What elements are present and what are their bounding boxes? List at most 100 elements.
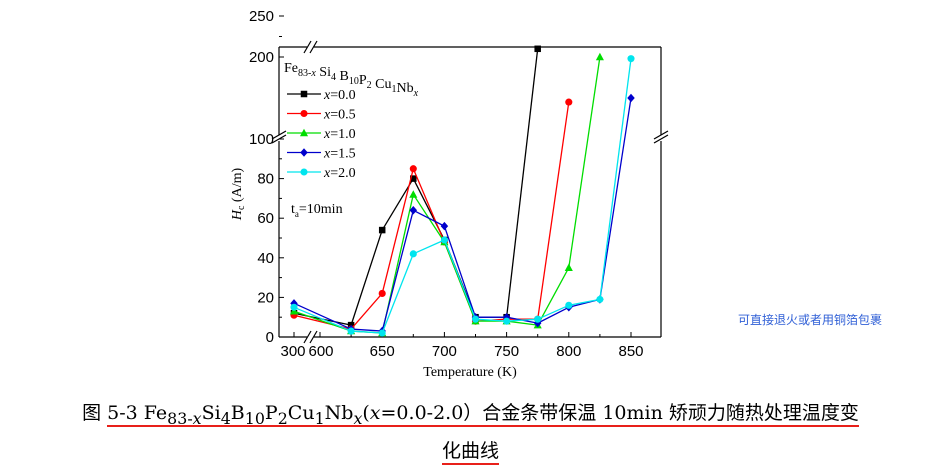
caption-part1: 5-3 Fe xyxy=(107,402,168,424)
annotation-main: t xyxy=(291,202,295,217)
y-tick-label: 100 xyxy=(249,131,274,148)
x-tick-label: 650 xyxy=(370,343,395,360)
legend-label-val: =2.0 xyxy=(330,166,355,181)
series-segment xyxy=(351,330,383,334)
series-segment xyxy=(412,168,445,243)
x-break-slash-bottom-b xyxy=(309,330,318,344)
y-tick-label: 20 xyxy=(257,289,274,306)
legend-label: x=0.5 xyxy=(323,108,356,123)
legend-title-part: 83- xyxy=(298,68,311,79)
marker-circle xyxy=(378,329,386,337)
legend-title-part: 4 xyxy=(331,72,336,83)
marker-circle xyxy=(471,315,480,323)
legend-title-part: B xyxy=(336,69,349,84)
legend-title-var: x xyxy=(310,68,316,79)
axis-breaks xyxy=(271,40,669,344)
series-segment xyxy=(537,306,570,324)
y-tick-label: 250 xyxy=(249,8,274,25)
y-break-slash-right-b xyxy=(653,130,669,140)
series-segment xyxy=(381,168,414,294)
x-break-gap-top xyxy=(307,43,314,51)
series-segment xyxy=(413,209,445,227)
x-break-gap-bottom xyxy=(307,333,314,341)
marker-circle xyxy=(596,295,604,303)
legend-label: x=1.5 xyxy=(323,147,356,162)
x-break-slash-top-a xyxy=(303,40,312,54)
series-segment xyxy=(443,241,477,322)
series-segment xyxy=(506,318,538,322)
legend-label-var: x xyxy=(323,108,331,123)
figure-caption: 图 5-3 Fe83-xSi4B10P2Cu1Nbx(x=0.0-2.0）合金条… xyxy=(0,398,941,428)
y-break-gap-right xyxy=(657,135,665,141)
series-segment xyxy=(506,320,538,326)
legend-label-var: x xyxy=(323,147,331,162)
annotation-sub: a xyxy=(295,209,299,219)
marker-diamond xyxy=(627,93,635,103)
series-segment xyxy=(293,302,352,330)
marker-circle xyxy=(290,303,298,311)
marker-diamond xyxy=(409,206,418,215)
marker-square xyxy=(378,226,386,234)
marker-diamond xyxy=(440,221,449,231)
legend-label-val: =0.5 xyxy=(330,108,355,123)
caption-underlined: 5-3 Fe83-xSi4B10P2Cu1Nbx(x=0.0-2.0）合金条带保… xyxy=(107,402,859,428)
legend-label-var: x xyxy=(323,88,331,103)
caption-part8: =0.0-2.0）合金条带保温 10min 矫顽力随热处理温度变 xyxy=(380,402,859,424)
legend-label: x=2.0 xyxy=(323,166,356,181)
marker-circle xyxy=(534,315,542,323)
x-axis-label: Temperature (K) xyxy=(423,365,517,380)
x-tick-label: 300 xyxy=(280,343,305,360)
x-break-slash-top-b xyxy=(309,40,318,54)
legend-label-val: =1.0 xyxy=(330,127,355,142)
series-segment xyxy=(599,97,632,300)
legend-title-part: x xyxy=(413,88,419,99)
series-segment xyxy=(599,58,632,300)
marker-triangle xyxy=(409,190,418,198)
marker-square xyxy=(410,175,417,182)
legend-label-var: x xyxy=(323,166,331,181)
series-x-2-0 xyxy=(290,55,635,337)
marker-circle xyxy=(565,98,573,106)
legend-title: Fe83-x Si4 B10P2 Cu1Nbx xyxy=(284,61,419,99)
marker-circle xyxy=(409,165,417,173)
y-break-gap-left xyxy=(275,135,283,141)
legend-title-part: 10 xyxy=(349,76,359,87)
annotation-rest: =10min xyxy=(299,202,343,217)
y-tick-label: 200 xyxy=(249,49,274,66)
legend-label: x=1.0 xyxy=(323,127,356,142)
series-segment xyxy=(350,293,383,330)
series-segment xyxy=(293,306,352,332)
marker-circle xyxy=(409,250,417,258)
series-segment xyxy=(475,318,507,322)
marker-square xyxy=(534,45,541,53)
series-segment xyxy=(443,239,477,320)
figure-caption-line2: 化曲线 xyxy=(0,436,941,465)
y-tick-label: 80 xyxy=(257,171,274,188)
series-segment xyxy=(443,225,477,318)
caption-part2: Si xyxy=(201,402,221,424)
y-tick-label: 60 xyxy=(257,210,274,227)
x-tick-label: 850 xyxy=(618,343,643,360)
y-tick-label: 40 xyxy=(257,250,274,267)
series-segment xyxy=(568,56,601,268)
legend-label: x=0.0 xyxy=(323,88,356,103)
legend-title-part: 2 xyxy=(367,80,372,91)
marker-circle xyxy=(300,168,308,176)
side-note: 可直接退火或者用铜箔包裹 xyxy=(738,313,883,327)
x-tick-label: 600 xyxy=(308,343,333,360)
x-ticks: 300 600 650 700 750 800 850 xyxy=(280,332,644,360)
series-segment xyxy=(381,253,414,334)
coercivity-chart: 300 600 650 700 750 800 850 0 20 40 60 80 100 200 250 T… xyxy=(230,8,669,380)
series-segment xyxy=(537,102,570,320)
series-segment xyxy=(350,229,383,326)
series-segment xyxy=(505,48,539,318)
x-tick-label: 800 xyxy=(556,343,581,360)
marker-circle xyxy=(440,236,448,244)
plot-frame xyxy=(278,46,662,338)
y-axis-label-sub: c xyxy=(236,205,247,210)
caption-sub1: 83-x xyxy=(167,408,202,428)
x-break-slash-bottom-a xyxy=(303,330,312,344)
marker-circle xyxy=(347,327,355,335)
marker-circle xyxy=(565,301,573,309)
legend-title-part: Nb xyxy=(396,81,413,96)
